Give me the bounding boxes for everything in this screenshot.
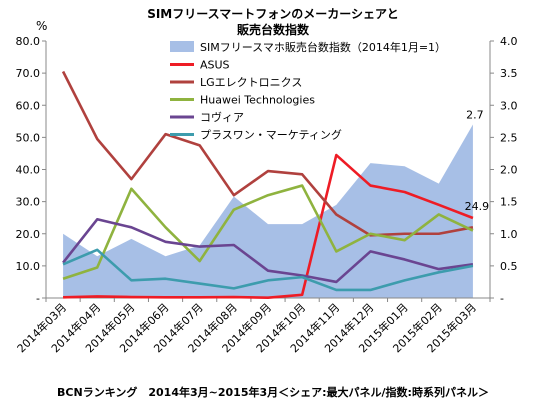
series-line-LGエレクトロニクス: [61, 70, 474, 237]
right-tick-label: 2.0: [500, 164, 518, 177]
right-tick-label: 3.5: [500, 67, 518, 80]
legend-label-Huawei Technologies: Huawei Technologies: [200, 94, 315, 107]
y-unit-label: %: [36, 19, 47, 33]
left-tick-label: 80.0: [16, 35, 41, 48]
right-tick-label: 0.5: [500, 260, 518, 273]
index-area: [63, 124, 473, 299]
asus-end-label: 24.9: [465, 200, 490, 213]
right-tick-label: 4.0: [500, 35, 518, 48]
left-tick-label: 20.0: [16, 228, 41, 241]
left-tick-label: 10.0: [16, 260, 41, 273]
right-tick-label: 1.0: [500, 228, 518, 241]
left-tick-label: 40.0: [16, 164, 41, 177]
legend-label-ASUS: ASUS: [200, 59, 230, 72]
right-tick-label: 1.5: [500, 196, 518, 209]
left-tick-label: 60.0: [16, 99, 41, 112]
chart-title-line2: 販売台数指数: [236, 23, 309, 37]
left-tick-label: -: [36, 292, 40, 305]
legend-swatch-index: [170, 41, 194, 52]
right-tick-label: 3.0: [500, 99, 518, 112]
series-line-プラスワン・マーケティング: [62, 248, 474, 292]
left-tick-label: 50.0: [16, 131, 41, 144]
index-end-label: 2.7: [466, 109, 484, 122]
chart-title-line1: SIMフリースマートフォンのメーカーシェアと: [147, 7, 399, 21]
legend-label-LGエレクトロニクス: LGエレクトロニクス: [200, 76, 302, 89]
series-line-Huawei Technologies: [62, 184, 474, 280]
chart-footer: BCNランキング 2014年3月~2015年3月＜シェア:最大パネル/指数:時系…: [57, 386, 489, 399]
series-line-ASUS: [63, 153, 474, 299]
series-line-コヴィア: [62, 217, 474, 284]
left-tick-label: 70.0: [16, 67, 41, 80]
right-tick-label: 2.5: [500, 131, 518, 144]
legend-label-コヴィア: コヴィア: [200, 110, 244, 124]
left-tick-label: 30.0: [16, 196, 41, 209]
legend-label-index: SIMフリースマホ販売台数指数（2014年1月=1）: [200, 40, 446, 54]
legend-label-プラスワン・マーケティング: プラスワン・マーケティング: [200, 128, 342, 142]
right-tick-label: -: [500, 292, 504, 305]
